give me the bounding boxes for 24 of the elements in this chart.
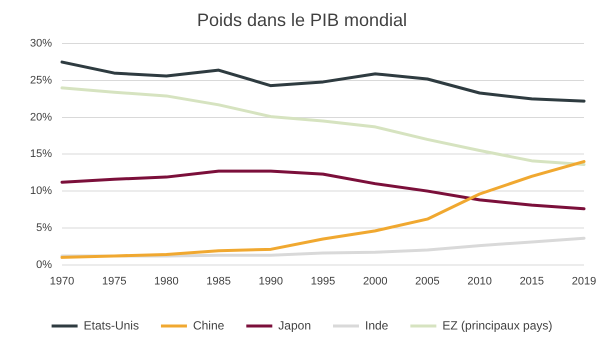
x-tick-label: 2000 <box>362 275 388 288</box>
y-tick-label: 20% <box>30 111 52 124</box>
legend-label: Inde <box>365 318 389 332</box>
legend-label: Etats-Unis <box>84 318 139 332</box>
x-tick-label: 1990 <box>258 275 284 288</box>
y-tick-label: 15% <box>30 148 52 160</box>
x-tick-label: 2015 <box>520 275 544 288</box>
y-tick-label: 25% <box>30 74 52 86</box>
x-tick-label: 1980 <box>154 275 179 288</box>
legend-label: EZ (principaux pays) <box>442 318 552 332</box>
x-tick-label: 2019 <box>572 275 596 288</box>
legend-label: Chine <box>192 318 225 332</box>
x-tick-label: 1970 <box>50 275 74 288</box>
chart-title: Poids dans le PIB mondial <box>196 10 408 30</box>
x-tick-label: 2010 <box>467 275 492 288</box>
y-tick-label: 10% <box>30 185 52 198</box>
legend-label: Japon <box>278 318 312 332</box>
y-tick-label: 30% <box>30 38 52 50</box>
y-tick-label: 5% <box>36 222 52 234</box>
x-tick-label: 2005 <box>415 275 440 288</box>
x-tick-label: 1985 <box>206 275 231 288</box>
x-tick-label: 1975 <box>102 275 126 288</box>
x-tick-label: 1995 <box>310 275 336 288</box>
y-tick-label: 0% <box>36 258 52 271</box>
